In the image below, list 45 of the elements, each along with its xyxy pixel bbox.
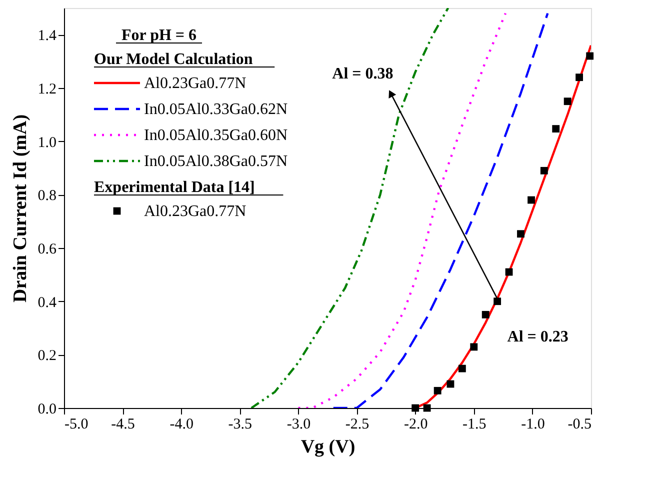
legend-label: In0.05Al0.35Ga0.60N	[144, 127, 288, 144]
point	[576, 74, 583, 82]
y-tick-label: 0.0	[38, 402, 56, 418]
point	[517, 230, 524, 238]
x-tick-label: -3.0	[286, 416, 311, 432]
point	[586, 52, 594, 60]
y-tick-label: 1.4	[38, 28, 57, 44]
y-tick-label: 0.8	[38, 188, 56, 204]
point	[482, 310, 490, 318]
y-tick-label: 1.2	[38, 82, 56, 98]
legend-label: Al0.23Ga0.77N	[144, 203, 247, 220]
x-tick-label: -1.0	[521, 416, 545, 432]
point	[470, 343, 478, 351]
line-series	[297, 12, 507, 408]
x-tick-label: -2.0	[404, 416, 428, 432]
point	[434, 386, 442, 394]
point	[458, 364, 466, 372]
annotation: Our Model Calculation	[94, 51, 253, 68]
y-tick-label: 1.0	[38, 134, 56, 151]
y-tick-label: 0.2	[38, 348, 56, 364]
point	[423, 404, 431, 412]
legend-label: In0.05Al0.33Ga0.62N	[144, 101, 288, 118]
x-tick-label: -3.5	[228, 416, 252, 432]
x-axis-title: Vg (V)	[300, 436, 356, 458]
point	[494, 298, 502, 306]
annotation: Experimental Data [14]	[94, 179, 255, 196]
legend-label: Al0.23Ga0.77N	[144, 75, 247, 92]
x-tick-label: -5.0	[64, 416, 88, 432]
x-tick-label: -2.5	[345, 416, 370, 432]
x-tick-label: -4.5	[111, 416, 135, 432]
point	[564, 98, 572, 106]
x-tick-label: -0.5	[568, 416, 592, 432]
legend-label: In0.05Al0.38Ga0.57N	[144, 153, 288, 170]
point	[552, 125, 560, 133]
annotation: Al = 0.38	[332, 65, 394, 82]
point	[528, 196, 535, 204]
point	[412, 404, 420, 412]
annotation: Al = 0.23	[507, 328, 568, 346]
x-tick-label: -4.0	[170, 416, 194, 432]
y-tick-label: 0.4	[38, 294, 57, 311]
point	[540, 166, 548, 174]
legend-title: For pH = 6	[121, 27, 197, 44]
y-axis-title: Drain Current Id (mA)	[10, 114, 31, 303]
y-tick-label: 0.6	[38, 242, 57, 258]
x-tick-label: -1.5	[462, 416, 486, 432]
